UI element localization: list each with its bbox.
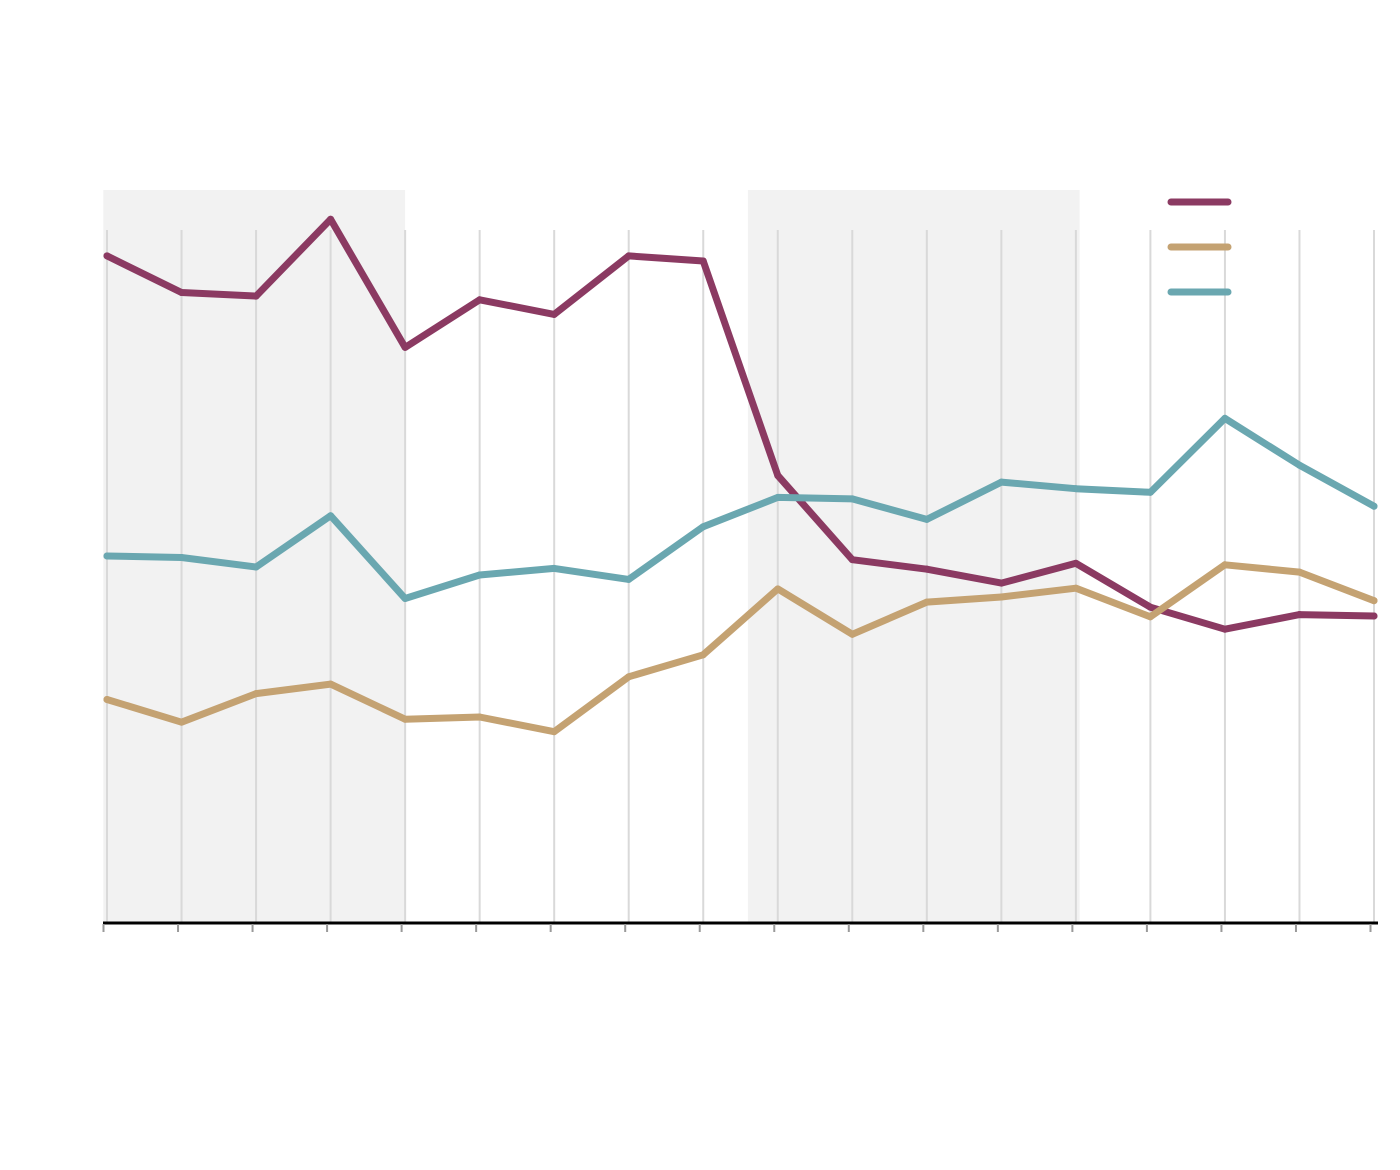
series-3-point-17	[1295, 461, 1303, 469]
series-3-point-12	[923, 515, 931, 523]
series-3-line	[103, 414, 1378, 602]
series-3-point-13	[997, 478, 1005, 486]
series-2-point-2	[178, 718, 186, 726]
series-1-point-7	[550, 310, 558, 318]
series-3-point-2	[178, 553, 186, 561]
series-lines	[103, 215, 1378, 736]
series-2-points	[103, 561, 1378, 736]
gridlines	[106, 230, 1375, 922]
series-1-point-1	[103, 252, 111, 260]
series-2-point-12	[923, 598, 931, 606]
series-2-point-16	[1221, 561, 1229, 569]
x-axis	[102, 921, 1378, 932]
series-2-point-6	[476, 713, 484, 721]
legend	[1167, 198, 1232, 296]
series-1-point-6	[476, 296, 484, 304]
series-3-point-3	[252, 563, 260, 571]
series-3-point-14	[1072, 485, 1080, 493]
series-1-point-18	[1370, 612, 1378, 620]
series-3-point-6	[476, 571, 484, 579]
series-1-point-13	[997, 579, 1005, 587]
series-1-points	[103, 215, 1378, 633]
series-3-point-18	[1370, 502, 1378, 510]
series-3-point-4	[327, 512, 335, 520]
series-3-point-8	[625, 575, 633, 583]
series-1-point-3	[252, 292, 260, 300]
series-1-point-9	[699, 257, 707, 265]
series-2-point-14	[1072, 584, 1080, 592]
series-1-point-4	[327, 215, 335, 223]
series-3-point-11	[848, 495, 856, 503]
series-1-point-11	[848, 556, 856, 564]
series-3-points	[103, 414, 1378, 602]
series-1-point-16	[1221, 625, 1229, 633]
series-1-point-14	[1072, 559, 1080, 567]
series-2-point-11	[848, 630, 856, 638]
series-1-point-15	[1146, 603, 1154, 611]
series-2-point-18	[1370, 597, 1378, 605]
series-3-point-10	[774, 493, 782, 501]
series-1-point-5	[401, 343, 409, 351]
series-1-point-2	[178, 288, 186, 296]
series-2-point-8	[625, 673, 633, 681]
series-2-point-5	[401, 715, 409, 723]
series-2-point-1	[103, 695, 111, 703]
series-2-point-13	[997, 593, 1005, 601]
series-2-point-7	[550, 728, 558, 736]
series-3-point-7	[550, 564, 558, 572]
series-3-point-9	[699, 523, 707, 531]
series-2-point-3	[252, 690, 260, 698]
series-2-point-9	[699, 651, 707, 659]
series-3-point-15	[1146, 488, 1154, 496]
series-2-point-4	[327, 680, 335, 688]
series-2-point-17	[1295, 568, 1303, 576]
series-1-point-8	[625, 252, 633, 260]
series-1-point-17	[1295, 611, 1303, 619]
series-2-point-15	[1146, 613, 1154, 621]
series-2-line	[103, 561, 1378, 736]
series-3-point-1	[103, 552, 111, 560]
series-2-point-10	[774, 585, 782, 593]
series-1-point-10	[774, 471, 782, 479]
series-3-point-5	[401, 594, 409, 602]
shaded-bands	[103, 190, 1080, 922]
shaded-band-2	[747, 190, 1080, 922]
series-1-point-12	[923, 565, 931, 573]
series-3-point-16	[1221, 414, 1229, 422]
